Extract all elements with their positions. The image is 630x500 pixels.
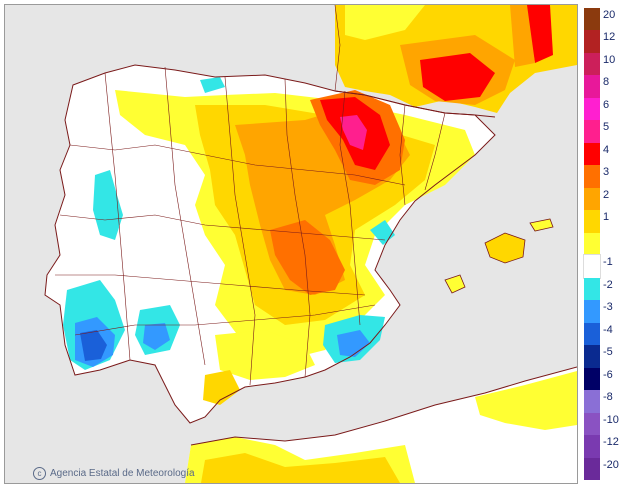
legend-swatch: [584, 345, 600, 369]
andalucia-yellow: [215, 330, 315, 380]
legend-swatch: [584, 300, 600, 324]
legend-tick-label: -5: [603, 346, 613, 359]
legend-swatch: [584, 75, 600, 99]
legend-swatch: [584, 210, 600, 234]
mallorca-island: [484, 232, 526, 264]
color-legend: 20 12 10 8 6 5 4 3 2 1 -1 -2 -3 -4 -5 -6 -8 -10 -12 -20: [583, 8, 628, 481]
legend-swatch: [584, 30, 600, 54]
legend-swatch: [584, 232, 600, 256]
legend-tick-label: 6: [603, 98, 610, 111]
legend-swatch: [584, 457, 600, 481]
france-yellow-north: [345, 5, 425, 40]
france-hot-strip: [525, 5, 553, 63]
legend-tick-label: -2: [603, 278, 613, 291]
credit-line: c Agencia Estatal de Meteorología: [33, 467, 195, 480]
guadalquivir-cold-blue: [143, 323, 170, 350]
legend-tick-label: -10: [603, 413, 619, 426]
legend-tick-label: 12: [603, 31, 616, 44]
andalucia-gold: [203, 370, 240, 405]
map-frame: c Agencia Estatal de Meteorología: [4, 4, 578, 484]
france-spain-border: [334, 90, 496, 118]
legend-swatch: [584, 8, 600, 31]
legend-tick-label: -1: [603, 256, 613, 269]
legend-swatch: [584, 367, 600, 391]
province-borders: [55, 5, 446, 386]
legend-tick-label: -6: [603, 368, 613, 381]
ibiza-island: [444, 274, 466, 294]
legend-swatch: [584, 412, 600, 436]
africa-gold: [201, 453, 400, 483]
legend-tick-label: 2: [603, 188, 610, 201]
legend-tick-label: 1: [603, 211, 610, 224]
legend-tick-label: -8: [603, 391, 613, 404]
legend-tick-label: -12: [603, 436, 619, 449]
legend-tick-label: -3: [603, 301, 613, 314]
credit-text: Agencia Estatal de Meteorología: [50, 468, 195, 479]
copyright-icon: c: [33, 467, 46, 480]
legend-swatch: [584, 120, 600, 144]
galicia-cold-cyan: [93, 170, 123, 240]
africa-east-yellow: [475, 371, 577, 430]
legend-tick-label: 4: [603, 143, 610, 156]
menorca-island: [529, 218, 554, 232]
legend-tick-label: -4: [603, 323, 613, 336]
legend-swatch: [584, 435, 600, 459]
legend-swatch: [584, 142, 600, 166]
legend-swatch: [584, 390, 600, 414]
cantabria-cold-cyan: [200, 77, 225, 93]
mancha-orange: [270, 220, 345, 295]
legend-swatch: [584, 322, 600, 346]
legend-tick-label: -20: [603, 458, 619, 471]
ebro-pink: [340, 115, 367, 150]
legend-tick-label: 8: [603, 76, 610, 89]
legend-swatch: [584, 52, 600, 76]
legend-tick-label: 10: [603, 53, 616, 66]
legend-swatch: [584, 187, 600, 211]
france-red: [420, 53, 495, 101]
legend-tick-label: 5: [603, 121, 610, 134]
murcia-cold-blue: [337, 330, 370, 357]
legend-tick-label: 20: [603, 9, 616, 21]
africa-coastline: [190, 366, 577, 446]
legend-tick-label: 3: [603, 166, 610, 179]
portugal-cold-dark: [80, 330, 107, 361]
legend-swatch: [584, 277, 600, 301]
legend-swatch: [584, 165, 600, 189]
anomaly-map: [5, 5, 577, 483]
legend-swatch: [584, 97, 600, 121]
legend-swatch: [583, 254, 601, 280]
france-orange-strip: [510, 5, 535, 67]
